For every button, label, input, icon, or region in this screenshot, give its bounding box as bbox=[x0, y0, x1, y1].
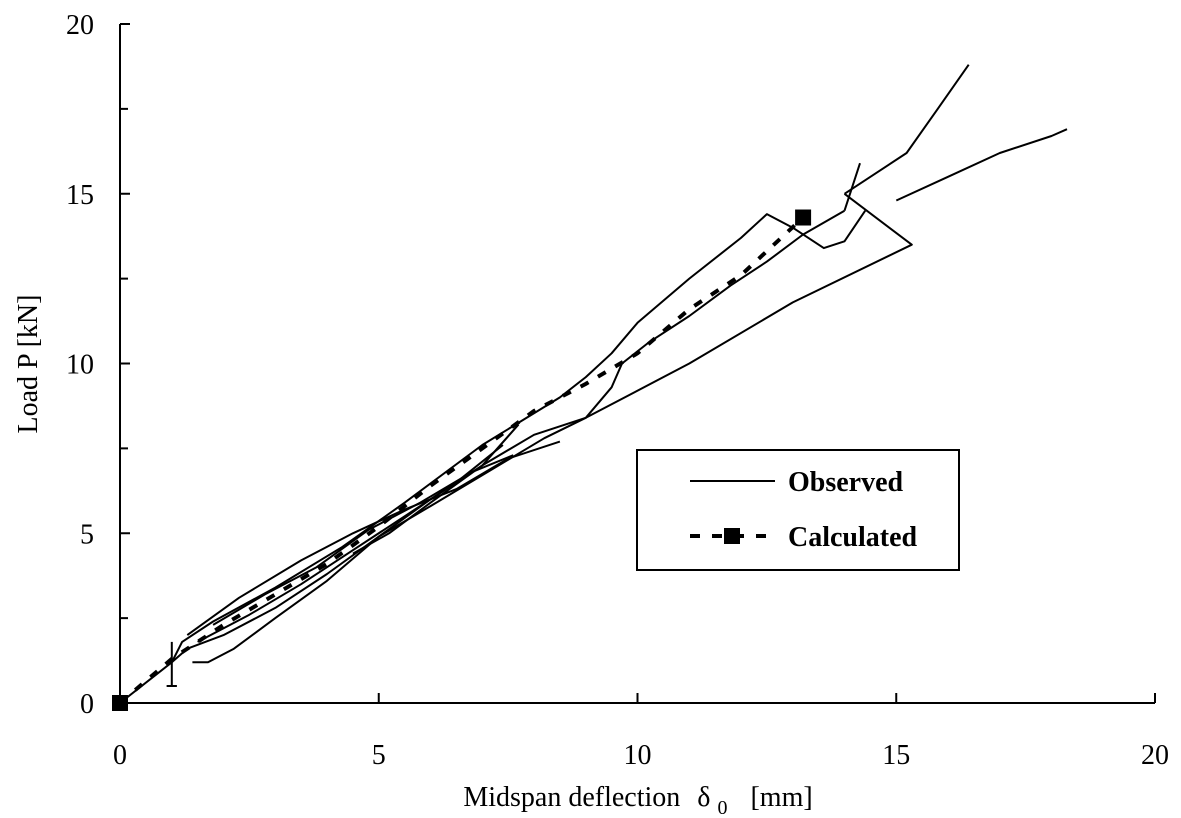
legend-calculated-label: Calculated bbox=[788, 522, 918, 553]
x-tick-label: 10 bbox=[624, 740, 652, 771]
observed-line bbox=[212, 454, 514, 626]
x-axis-title-symbol: δ bbox=[697, 782, 710, 813]
x-tick-label: 5 bbox=[372, 740, 386, 771]
calculated-point bbox=[112, 695, 128, 711]
legend-observed-label: Observed bbox=[788, 467, 904, 498]
calculated-line bbox=[118, 216, 805, 705]
x-axis-title-subscript: 0 bbox=[717, 797, 727, 818]
observed-line bbox=[843, 64, 970, 195]
legend-box bbox=[636, 449, 960, 571]
x-tick-label: 20 bbox=[1141, 740, 1169, 771]
series-layer bbox=[112, 64, 1068, 711]
y-tick-label: 10 bbox=[66, 350, 94, 381]
observed-line bbox=[843, 162, 861, 212]
ticks: 0 5 10 15 20 0 5 10 15 20 bbox=[66, 10, 1169, 771]
legend-calculated-marker bbox=[724, 528, 740, 544]
calculated-point bbox=[795, 209, 812, 226]
x-tick-label: 0 bbox=[113, 740, 127, 771]
axes bbox=[119, 24, 1155, 704]
observed-line bbox=[192, 363, 623, 664]
y-tick-label: 20 bbox=[66, 10, 94, 41]
x-tick-label: 15 bbox=[882, 740, 910, 771]
legend: Observed Calculated bbox=[636, 449, 960, 571]
observed-line bbox=[171, 193, 913, 664]
y-tick-label: 0 bbox=[80, 689, 94, 720]
y-tick-label: 15 bbox=[66, 180, 94, 211]
observed-line bbox=[895, 128, 1068, 202]
y-tick-label: 5 bbox=[80, 519, 94, 550]
y-axis-title: Load P [kN] bbox=[13, 295, 44, 434]
x-axis-title-main: Midspan deflection bbox=[463, 782, 680, 813]
x-axis-title: Midspan deflection δ 0 [mm] bbox=[463, 782, 812, 818]
observed-line bbox=[352, 423, 520, 555]
x-axis-title-unit: [mm] bbox=[750, 782, 812, 813]
observed-line bbox=[186, 440, 561, 636]
